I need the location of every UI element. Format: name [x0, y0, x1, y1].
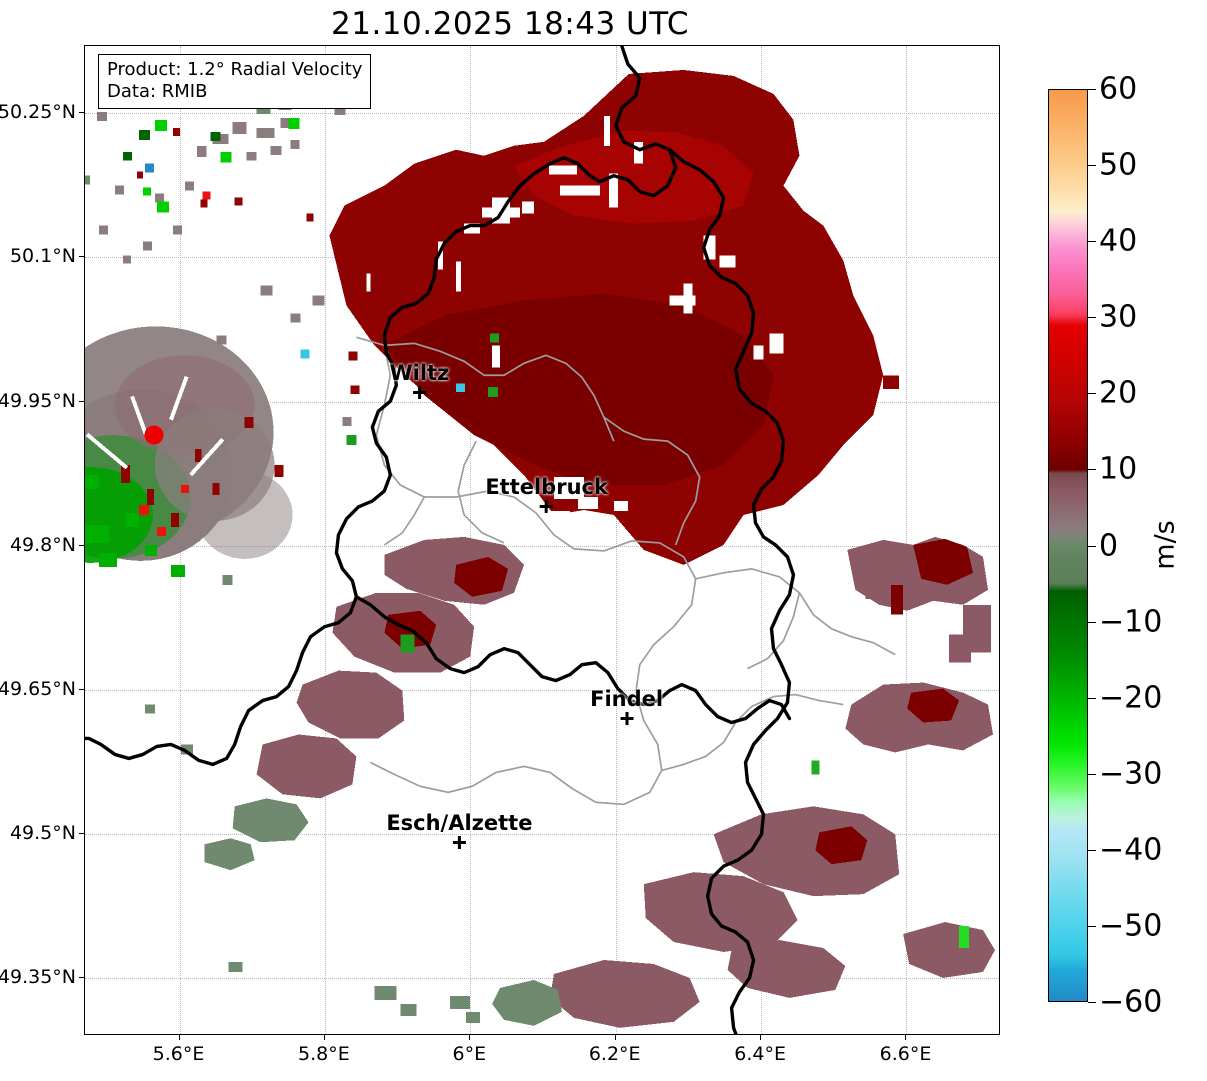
colorbar-tick-label: 0	[1099, 528, 1119, 563]
x-tick-mark	[178, 1035, 180, 1040]
info-data-line: Data: RMIB	[107, 80, 208, 102]
y-tick-mark	[79, 400, 84, 402]
colorbar-tick-label: −30	[1099, 756, 1163, 792]
colorbar-tick-mark	[1088, 393, 1096, 395]
colorbar-tick-mark	[1088, 241, 1096, 243]
page-title: 21.10.2025 18:43 UTC	[331, 6, 689, 42]
radar-site-marker	[144, 425, 164, 445]
gridline-horizontal	[85, 834, 999, 836]
colorbar-tick-label: 10	[1099, 451, 1138, 487]
y-tick-mark	[79, 256, 84, 258]
echo-group-east	[847, 536, 992, 663]
y-tick-label: 49.95°N	[0, 389, 76, 412]
y-tick-label: 49.65°N	[0, 677, 76, 700]
y-tick-label: 50.1°N	[9, 245, 76, 268]
colorbar-tick-label: −20	[1099, 680, 1163, 716]
echo-group-southwest-speckle	[144, 574, 243, 972]
radar-echo-layer	[85, 59, 995, 1028]
colorbar-tick-label: 30	[1099, 299, 1138, 335]
colorbar-tick-mark	[1088, 621, 1096, 623]
colorbar-tick-mark	[1088, 849, 1096, 851]
x-tick-mark	[323, 1035, 325, 1040]
x-tick-label: 5.8°E	[298, 1043, 350, 1065]
colorbar-tick-label: 20	[1099, 375, 1138, 411]
colorbar-tick-mark	[1088, 469, 1096, 471]
y-tick-label: 49.8°N	[9, 533, 76, 556]
colorbar-tick-label: 60	[1099, 71, 1138, 107]
radar-map-axes[interactable]: Wiltz Ettelbruck Findel Esch/Alzette Produc…	[84, 45, 1000, 1035]
y-tick-mark	[79, 544, 84, 546]
colorbar-tick-label: −50	[1099, 908, 1163, 944]
info-box: Product: 1.2° Radial Velocity Data: RMIB	[98, 54, 372, 109]
x-tick-mark	[614, 1035, 616, 1040]
x-tick-mark	[905, 1035, 907, 1040]
colorbar-tick-label: −60	[1099, 984, 1163, 1020]
colorbar[interactable]	[1048, 89, 1088, 1002]
gridline-horizontal	[85, 978, 999, 980]
colorbar-tick-label: 40	[1099, 223, 1138, 259]
y-tick-label: 49.5°N	[9, 822, 76, 845]
gridline-vertical	[906, 46, 908, 1034]
colorbar-tick-mark	[1088, 317, 1096, 319]
colorbar-tick-mark	[1088, 925, 1096, 927]
info-product-line: Product: 1.2° Radial Velocity	[107, 59, 363, 80]
colorbar-tick-mark	[1088, 545, 1096, 547]
y-tick-label: 50.25°N	[0, 101, 76, 124]
y-tick-mark	[79, 833, 84, 835]
colorbar-tick-label: 50	[1099, 147, 1138, 183]
colorbar-tick-mark	[1088, 89, 1096, 90]
x-tick-label: 6°E	[452, 1043, 487, 1065]
echo-group-southeast	[374, 682, 995, 1028]
colorbar-tick-mark	[1088, 773, 1096, 775]
colorbar-tick-label: −40	[1099, 832, 1163, 868]
y-tick-mark	[79, 688, 84, 690]
x-tick-mark	[469, 1035, 471, 1040]
x-tick-label: 6.4°E	[734, 1043, 786, 1065]
colorbar-unit-label: m/s	[1149, 520, 1181, 570]
colorbar-tick-mark	[1088, 165, 1096, 167]
colorbar-tick-mark	[1088, 1002, 1096, 1003]
x-tick-label: 6.6°E	[879, 1043, 932, 1065]
colorbar-tick-label: −10	[1099, 604, 1163, 640]
x-tick-mark	[760, 1035, 762, 1040]
echo-group-central-mauve	[204, 536, 525, 871]
colorbar-tick-mark	[1088, 697, 1096, 699]
y-tick-label: 49.35°N	[0, 966, 76, 989]
x-tick-label: 6.2°E	[588, 1043, 641, 1065]
x-tick-label: 5.6°E	[152, 1043, 205, 1065]
echo-group-radar-clutter	[85, 326, 293, 577]
y-tick-mark	[79, 112, 84, 114]
colorbar-gradient	[1049, 90, 1087, 1001]
y-tick-mark	[79, 977, 84, 979]
